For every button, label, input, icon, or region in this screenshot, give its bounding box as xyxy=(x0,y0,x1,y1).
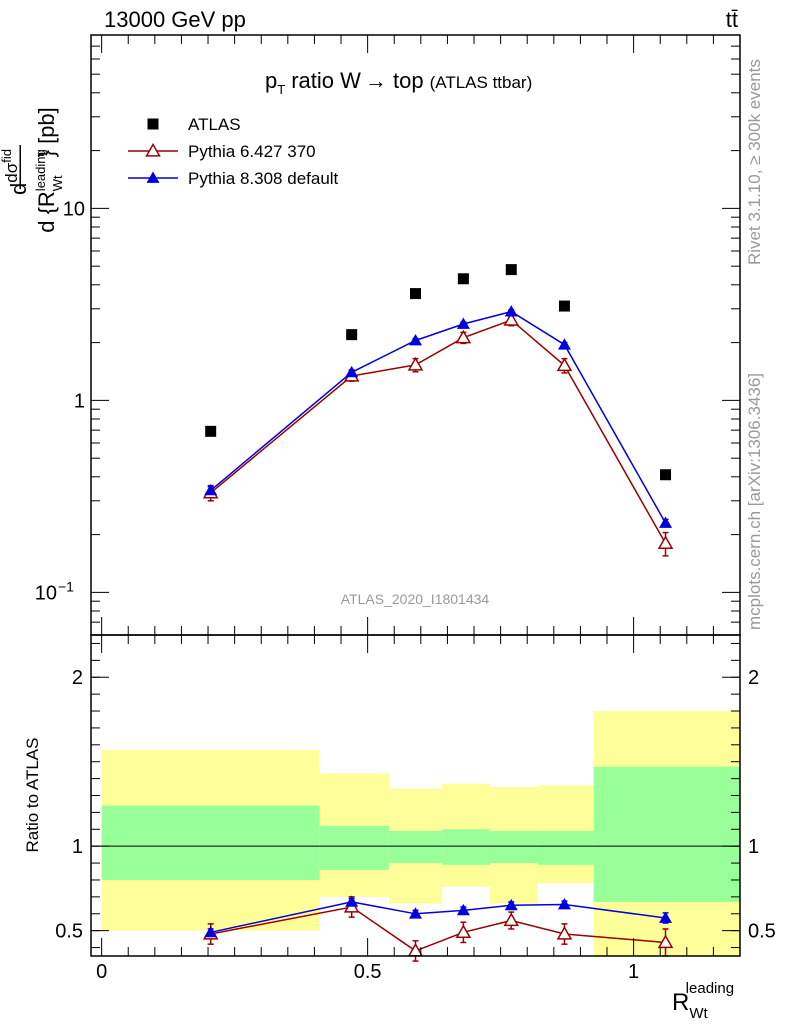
legend: ATLAS Pythia 6.427 370 Pythia 8.308 defaul… xyxy=(128,115,339,188)
ratio-point xyxy=(557,897,571,910)
x-axis-title: RWtleading xyxy=(672,980,734,1022)
uncertainty-band-green xyxy=(593,766,740,902)
main-plot-content xyxy=(202,264,674,557)
data-point xyxy=(558,300,570,312)
uncertainty-band-green xyxy=(489,830,538,864)
legend-marker xyxy=(146,171,160,183)
series-1 xyxy=(202,312,674,557)
y-tick-label: 10 xyxy=(63,198,85,220)
ratio-plot-content xyxy=(91,711,740,962)
rivet-label: Rivet 3.1.10, ≥ 300k events xyxy=(745,59,764,265)
data-point xyxy=(504,305,518,317)
ratio-point xyxy=(503,912,520,927)
data-point xyxy=(505,264,517,276)
series-0 xyxy=(205,264,672,481)
chart-title: pT ratio W → top (ATLAS ttbar) xyxy=(265,68,532,97)
main-y-axis-title: ddσfid—— d {Rleading Wt} [pb] xyxy=(0,107,65,233)
uncertainty-band-green xyxy=(319,825,389,870)
ratio-point xyxy=(504,898,518,911)
uncertainty-band-green xyxy=(388,830,443,864)
ratio-point xyxy=(409,907,422,919)
legend-entry: Pythia 6.427 370 xyxy=(128,142,316,161)
legend-label: Pythia 8.308 default xyxy=(188,169,339,188)
uncertainty-band-green xyxy=(101,805,320,880)
data-point xyxy=(456,317,470,329)
legend-entry: ATLAS xyxy=(147,115,241,134)
energy-label: 13000 GeV pp xyxy=(104,7,246,32)
x-tick-label: 0 xyxy=(96,961,107,983)
data-point xyxy=(345,365,359,378)
data-point xyxy=(409,334,422,346)
ratio-point xyxy=(204,925,218,938)
data-point xyxy=(205,425,217,437)
legend-label: ATLAS xyxy=(188,115,241,134)
mcplots-label: mcplots.cern.ch [arXiv:1306.3436] xyxy=(745,373,764,630)
uncertainty-band-green xyxy=(442,829,490,865)
ratio-point xyxy=(556,926,573,940)
data-point xyxy=(659,516,673,528)
data-point xyxy=(407,356,424,371)
ratio-point xyxy=(659,911,673,923)
data-point xyxy=(657,535,674,550)
legend-marker xyxy=(147,118,159,130)
uncertainty-band-green xyxy=(537,830,594,865)
ratio-axes: 0.5 0.5 1 1 2 2 0 0.5 1 xyxy=(55,635,776,983)
ratio-point xyxy=(456,903,470,916)
y-tick-label: 1 xyxy=(74,390,85,412)
ratio-panel: 0.5 0.5 1 1 2 2 0 0.5 1 Ratio to ATLAS RWtleadin… xyxy=(23,634,776,1022)
ratio-y-tick-label: 2 xyxy=(748,667,759,689)
ratio-series-1 xyxy=(204,895,673,938)
data-point xyxy=(660,469,672,481)
ratio-y-tick-label: 1 xyxy=(72,836,83,858)
data-point xyxy=(346,329,358,341)
legend-entry: Pythia 8.308 default xyxy=(128,169,339,188)
y-tick-exponent: −1 xyxy=(58,578,74,594)
ratio-y-tick-label: 0.5 xyxy=(748,921,776,943)
ratio-point xyxy=(657,934,674,949)
ratio-point xyxy=(407,942,424,957)
data-point xyxy=(503,312,520,326)
data-point xyxy=(455,329,472,344)
legend-label: Pythia 6.427 370 xyxy=(188,142,316,161)
data-point xyxy=(410,288,421,300)
series-2 xyxy=(204,305,673,528)
ratio-point xyxy=(455,924,472,938)
x-tick-label: 1 xyxy=(628,961,639,983)
process-label: tt̄ xyxy=(726,7,738,32)
ratio-y-tick-label: 1 xyxy=(748,836,759,858)
data-point xyxy=(556,357,573,372)
data-point xyxy=(204,483,218,496)
x-tick-label: 0.5 xyxy=(354,961,382,983)
data-point xyxy=(557,338,571,350)
ratio-point xyxy=(345,895,359,907)
ratio-y-tick-label: 2 xyxy=(72,667,83,689)
y-tick-label: 10 xyxy=(35,582,57,604)
ratio-y-axis-title: Ratio to ATLAS xyxy=(23,738,42,853)
ratio-y-tick-label: 0.5 xyxy=(55,921,83,943)
series-line xyxy=(210,319,667,544)
svg-text:ddσfid——: ddσfid—— xyxy=(0,145,31,195)
series-line xyxy=(210,310,667,524)
analysis-label: ATLAS_2020_I1801434 xyxy=(341,591,490,607)
legend-marker xyxy=(145,142,161,157)
data-point xyxy=(457,273,469,285)
